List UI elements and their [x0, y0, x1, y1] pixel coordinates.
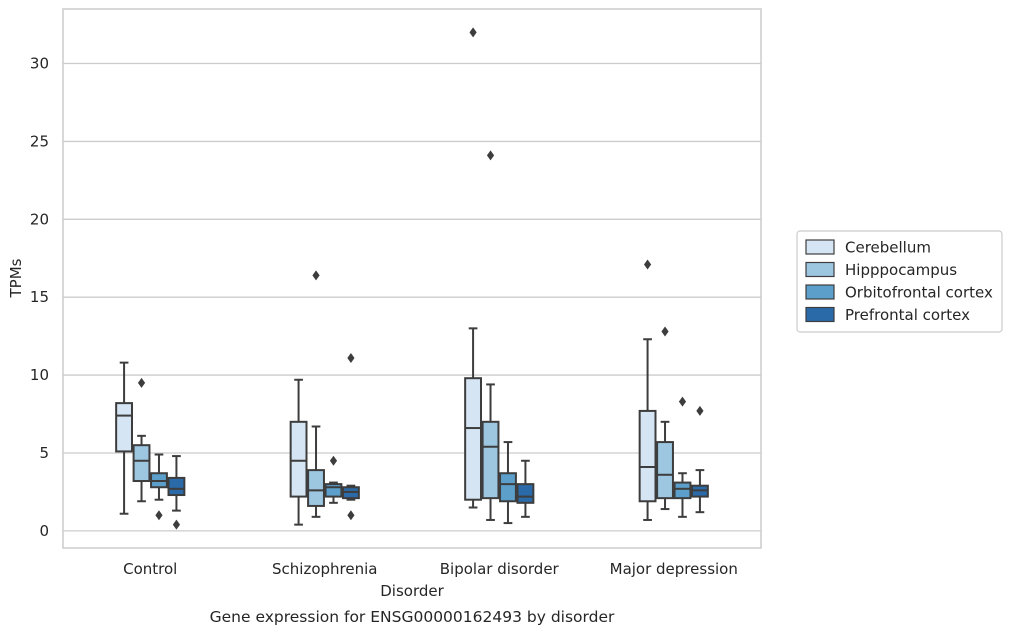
box-0-0: [115, 361, 134, 515]
outlier-point: [696, 405, 704, 416]
box-body: [115, 402, 134, 453]
x-axis-ticks: Control Schizophrenia Bipolar disorder Majo…: [123, 560, 738, 578]
box-3-2: [673, 396, 692, 518]
box-2-0: [464, 27, 482, 509]
y-tick-label: 25: [30, 132, 49, 150]
box-body: [638, 409, 657, 503]
outlier-point: [643, 259, 652, 270]
y-tick-label: 0: [39, 522, 49, 540]
outlier-point: [661, 326, 669, 337]
y-axis-title: TPMs: [7, 258, 25, 298]
x-tick-label: Major depression: [610, 560, 738, 578]
outlier-point: [155, 510, 163, 521]
legend-swatch: [805, 306, 835, 323]
box-body: [481, 420, 500, 500]
outlier-point: [486, 150, 495, 161]
outlier-point: [347, 352, 355, 363]
legend-label: Hipppocampus: [845, 261, 957, 279]
y-tick-label: 20: [30, 210, 49, 228]
box-3-3: [691, 405, 709, 514]
legend-frame: [796, 230, 1003, 333]
box-1-2: [324, 455, 343, 504]
legend: Cerebellum Hipppocampus Orbitofrontal cort…: [796, 230, 1003, 333]
x-tick-label: Control: [123, 560, 177, 578]
chart-title: Gene expression for ENSG00000162493 by d…: [210, 608, 615, 626]
legend-swatch: [805, 284, 835, 300]
legend-swatch: [805, 239, 835, 255]
legend-swatch: [805, 261, 835, 278]
box-body: [464, 377, 482, 501]
x-axis-title: Disorder: [380, 582, 444, 600]
y-axis-ticks: 0 5 10 15 20 25 30: [30, 55, 49, 540]
y-tick-label: 15: [30, 288, 49, 306]
box-body: [307, 469, 325, 507]
y-tick-label: 30: [30, 55, 49, 73]
box-body: [499, 472, 517, 503]
legend-label: Cerebellum: [845, 239, 931, 257]
box-2-3: [516, 459, 535, 518]
box-body: [673, 481, 692, 500]
box-body: [324, 483, 343, 498]
outlier-point: [172, 519, 181, 530]
box-0-3: [167, 455, 186, 530]
outlier-point: [678, 396, 687, 407]
outlier-point: [312, 270, 320, 281]
box-0-1: [132, 377, 151, 503]
y-tick-label: 5: [39, 444, 49, 462]
box-0-2: [150, 453, 168, 521]
legend-label: Orbitofrontal cortex: [845, 284, 993, 302]
box-1-1: [307, 270, 325, 518]
outlier-point: [347, 510, 355, 521]
outlier-point: [329, 455, 338, 466]
x-tick-label: Schizophrenia: [272, 560, 377, 578]
outlier-point: [469, 27, 477, 38]
y-tick-label: 10: [30, 366, 49, 384]
box-body: [132, 444, 151, 483]
outlier-point: [137, 377, 146, 388]
box-1-0: [289, 378, 308, 526]
box-3-0: [638, 259, 657, 521]
box-2-2: [499, 441, 517, 525]
box-body: [289, 420, 308, 498]
box-body: [516, 483, 535, 504]
box-2-1: [481, 150, 500, 521]
box-3-1: [656, 326, 674, 511]
x-tick-label: Bipolar disorder: [440, 560, 560, 578]
box-1-3: [342, 352, 360, 521]
box-plot-marks: [115, 27, 709, 530]
box-body: [167, 476, 186, 497]
legend-label: Prefrontal cortex: [845, 306, 970, 324]
plot-area-frame: [62, 8, 762, 549]
box-body: [656, 441, 674, 500]
grid-lines: [63, 62, 761, 532]
